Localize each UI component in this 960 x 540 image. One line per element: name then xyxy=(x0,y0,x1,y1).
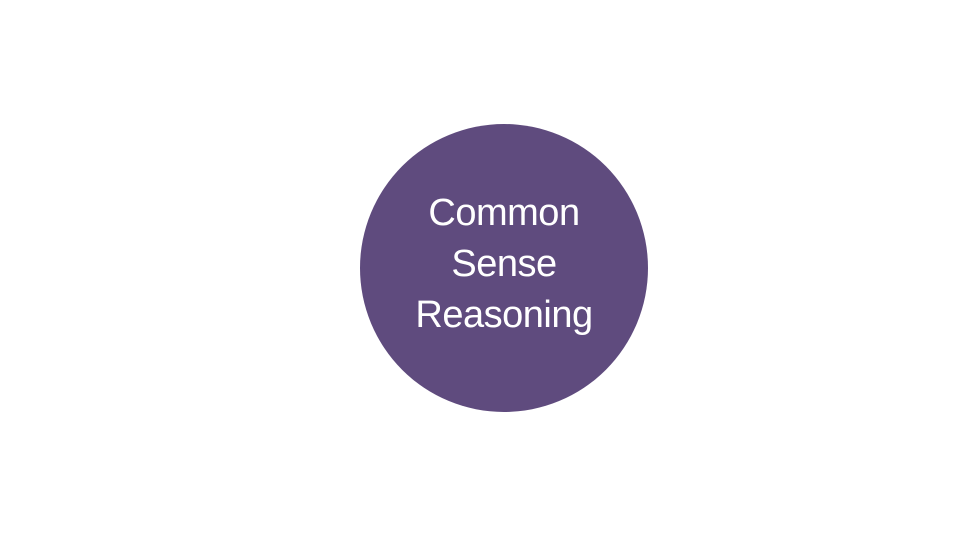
concept-circle: Common Sense Reasoning xyxy=(360,124,648,412)
concept-label-line-1: Common xyxy=(428,191,580,234)
concept-label-line-2: Sense xyxy=(451,242,557,285)
concept-label-line-3: Reasoning xyxy=(415,293,593,336)
